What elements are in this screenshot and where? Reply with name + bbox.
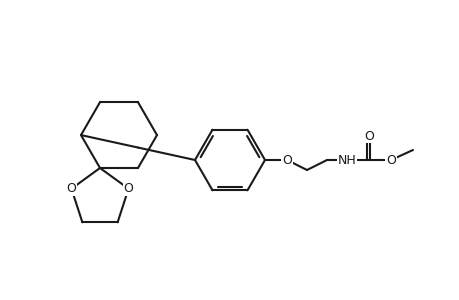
Text: O: O <box>123 182 133 195</box>
Text: O: O <box>67 182 76 195</box>
Text: O: O <box>281 154 291 166</box>
Text: NH: NH <box>337 154 356 166</box>
Text: O: O <box>363 130 373 142</box>
Text: O: O <box>385 154 395 166</box>
